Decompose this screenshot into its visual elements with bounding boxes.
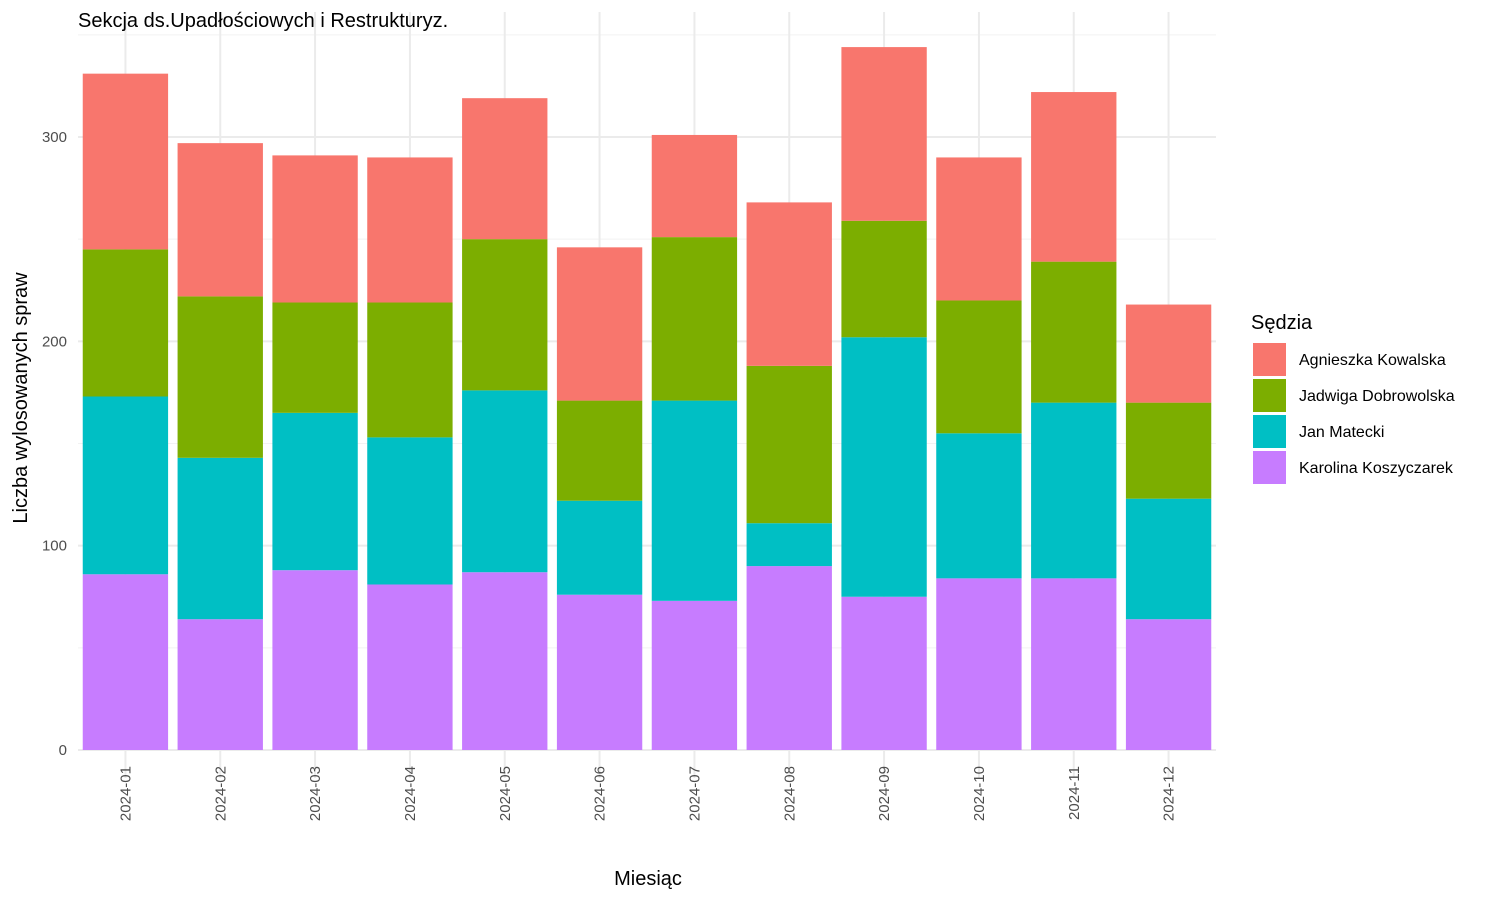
legend-label: Agnieszka Kowalska	[1299, 352, 1446, 369]
bar-2024-10-agnieszka-kowalska	[936, 157, 1022, 301]
x-tick-label: 2024-12	[1161, 766, 1178, 821]
bar-2024-12-jadwiga-dobrowolska	[1125, 402, 1212, 499]
bar-2024-02-agnieszka-kowalska	[177, 143, 263, 297]
bar-2024-02-karolina-koszyczarek	[177, 619, 263, 750]
bar-2024-05-agnieszka-kowalska	[462, 98, 548, 240]
y-tick-label: 100	[42, 538, 67, 555]
x-tick-label: 2024-09	[876, 766, 893, 821]
bar-2024-08-karolina-koszyczarek	[746, 566, 832, 750]
bar-2024-06-jadwiga-dobrowolska	[556, 400, 643, 501]
legend-swatch	[1253, 451, 1286, 484]
bar-2024-01-jadwiga-dobrowolska	[82, 249, 169, 397]
x-tick-label: 2024-05	[497, 766, 514, 821]
bar-2024-07-agnieszka-kowalska	[651, 134, 738, 238]
bar-2024-12-karolina-koszyczarek	[1125, 619, 1212, 750]
bar-2024-05-jadwiga-dobrowolska	[462, 239, 548, 391]
bar-2024-12-jan-matecki	[1125, 498, 1212, 620]
bar-2024-03-jadwiga-dobrowolska	[272, 302, 358, 413]
x-axis-title: Miesiąc	[614, 868, 682, 890]
bar-2024-11-jan-matecki	[1031, 402, 1117, 579]
bar-2024-09-karolina-koszyczarek	[841, 596, 927, 750]
bar-2024-09-jan-matecki	[841, 337, 927, 597]
bar-2024-01-karolina-koszyczarek	[82, 574, 169, 750]
bar-2024-04-karolina-koszyczarek	[367, 584, 453, 750]
legend-title: Sędzia	[1251, 312, 1313, 334]
bar-2024-07-jadwiga-dobrowolska	[651, 237, 738, 401]
y-axis-ticks: 0 100 200 300	[42, 129, 67, 759]
legend: Sędzia Agnieszka Kowalska Jadwiga Dobrowo…	[1251, 312, 1455, 484]
bar-2024-02-jan-matecki	[177, 457, 263, 620]
bar-2024-08-jan-matecki	[746, 523, 832, 567]
bar-2024-04-jan-matecki	[367, 437, 453, 585]
bar-2024-02-jadwiga-dobrowolska	[177, 296, 263, 458]
bar-2024-10-jadwiga-dobrowolska	[936, 300, 1022, 434]
bar-2024-10-karolina-koszyczarek	[936, 578, 1022, 750]
y-tick-label: 300	[42, 129, 67, 146]
legend-label: Jadwiga Dobrowolska	[1299, 388, 1455, 405]
legend-swatch	[1253, 415, 1286, 448]
x-axis-ticks: 2024-01 2024-02 2024-03 2024-04 2024-05 2024-…	[117, 766, 1177, 821]
x-tick-label: 2024-01	[117, 766, 134, 821]
bar-2024-12-agnieszka-kowalska	[1125, 304, 1212, 403]
bar-2024-01-jan-matecki	[82, 396, 169, 575]
bar-2024-08-jadwiga-dobrowolska	[746, 365, 832, 524]
legend-label: Karolina Koszyczarek	[1299, 460, 1454, 477]
bar-2024-03-agnieszka-kowalska	[272, 155, 358, 303]
x-tick-label: 2024-10	[971, 766, 988, 821]
x-tick-label: 2024-04	[402, 766, 419, 821]
y-axis-title: Liczba wylosowanych spraw	[10, 272, 32, 524]
y-tick-label: 200	[42, 333, 67, 350]
legend-swatch	[1253, 343, 1286, 376]
bar-2024-05-karolina-koszyczarek	[462, 572, 548, 750]
x-tick-label: 2024-06	[592, 766, 609, 821]
bar-2024-06-jan-matecki	[556, 500, 643, 595]
y-tick-label: 0	[59, 742, 67, 759]
bar-2024-07-karolina-koszyczarek	[651, 600, 738, 750]
bar-2024-04-jadwiga-dobrowolska	[367, 302, 453, 438]
bar-2024-01-agnieszka-kowalska	[82, 73, 169, 250]
legend-label: Jan Matecki	[1299, 424, 1384, 441]
x-tick-label: 2024-07	[686, 766, 703, 821]
bar-2024-11-karolina-koszyczarek	[1031, 578, 1117, 750]
bar-2024-09-jadwiga-dobrowolska	[841, 220, 927, 338]
bar-2024-08-agnieszka-kowalska	[746, 202, 832, 366]
bar-2024-06-agnieszka-kowalska	[556, 247, 643, 401]
bar-2024-05-jan-matecki	[462, 390, 548, 573]
bar-2024-07-jan-matecki	[651, 400, 738, 601]
bar-2024-03-karolina-koszyczarek	[272, 570, 358, 750]
bar-2024-10-jan-matecki	[936, 433, 1022, 579]
bar-2024-09-agnieszka-kowalska	[841, 47, 927, 221]
bar-2024-04-agnieszka-kowalska	[367, 157, 453, 303]
legend-swatch	[1253, 379, 1286, 412]
x-tick-label: 2024-08	[781, 766, 798, 821]
bar-2024-06-karolina-koszyczarek	[556, 594, 643, 750]
x-tick-label: 2024-02	[212, 766, 229, 821]
bar-2024-11-agnieszka-kowalska	[1031, 92, 1117, 262]
chart-title: Sekcja ds.Upadłościowych i Restrukturyz.	[78, 10, 448, 32]
bar-2024-03-jan-matecki	[272, 412, 358, 571]
x-tick-label: 2024-03	[307, 766, 324, 821]
bar-2024-11-jadwiga-dobrowolska	[1031, 261, 1117, 403]
bars	[82, 47, 1212, 750]
x-tick-label: 2024-11	[1066, 766, 1083, 820]
